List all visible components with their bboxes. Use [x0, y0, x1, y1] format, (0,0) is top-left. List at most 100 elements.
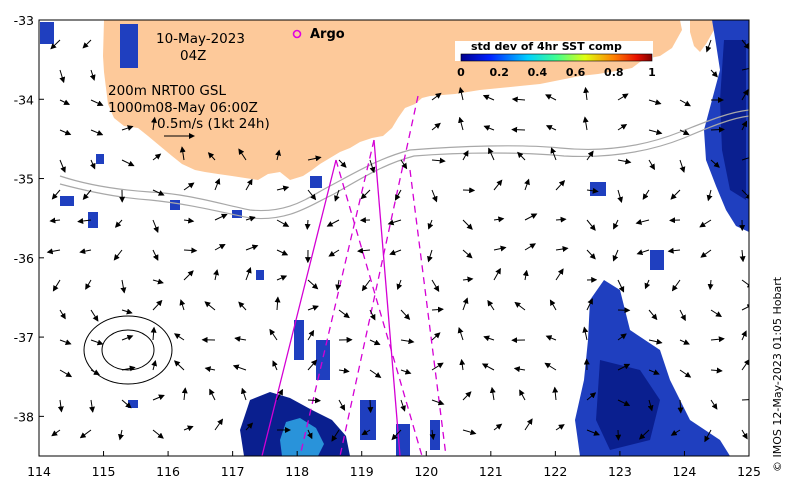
current-vector	[710, 367, 723, 374]
current-vector	[361, 429, 371, 436]
current-vector	[462, 429, 477, 436]
y-axis: -33 -34 -35 -36 -37 -38	[14, 13, 44, 424]
current-vector	[121, 308, 133, 315]
current-vector	[679, 339, 690, 345]
current-vector	[307, 329, 315, 341]
current-vector	[741, 330, 747, 341]
current-vector	[335, 279, 342, 291]
current-vector	[245, 422, 254, 431]
current-vector	[710, 399, 718, 410]
current-vector	[679, 309, 686, 322]
current-vector	[59, 369, 73, 378]
current-vector	[635, 219, 650, 225]
current-vector	[59, 69, 66, 84]
current-vector	[152, 153, 162, 161]
current-vector	[214, 178, 221, 191]
current-vector	[152, 299, 163, 311]
current-vector	[357, 247, 371, 254]
current-vector	[304, 219, 311, 231]
y-tick-label: -33	[14, 13, 34, 28]
current-vector	[586, 392, 597, 401]
current-vector	[272, 360, 278, 371]
current-vector	[307, 305, 319, 311]
current-vector	[667, 247, 681, 254]
current-vector	[710, 159, 720, 168]
current-vector	[741, 189, 749, 200]
current-vector	[245, 215, 256, 222]
current-vector	[77, 218, 92, 224]
depth-label-1000: 1000m08-May 06:00Z	[108, 100, 258, 116]
current-vector	[586, 249, 596, 260]
current-vector	[431, 279, 440, 292]
x-tick-label: 120	[414, 464, 438, 479]
current-vector	[113, 249, 123, 261]
current-vector	[617, 158, 632, 165]
argo-marker-icon	[292, 29, 302, 39]
current-vector	[459, 358, 466, 371]
current-vector	[545, 125, 557, 131]
current-vector	[677, 399, 684, 414]
time-text: 04Z	[180, 48, 206, 64]
current-vector	[524, 418, 533, 431]
current-vector	[524, 178, 530, 191]
date-text: 10-May-2023	[156, 31, 245, 47]
current-vector	[462, 249, 473, 259]
current-vector	[741, 358, 749, 371]
current-vector	[431, 399, 445, 406]
current-vector	[52, 279, 61, 292]
current-vector	[613, 219, 619, 230]
current-vector	[396, 279, 403, 291]
current-vector	[555, 424, 565, 431]
current-vector	[544, 362, 557, 371]
current-vector	[648, 309, 658, 321]
current-vector	[741, 120, 748, 131]
current-vector	[50, 39, 61, 50]
plot-frame	[38, 19, 750, 457]
current-vector	[214, 213, 228, 221]
current-vector	[207, 152, 216, 161]
current-vector	[49, 217, 61, 224]
current-vector	[586, 150, 594, 161]
current-vector	[338, 159, 347, 168]
current-vector	[274, 296, 281, 311]
x-tick-label: 118	[285, 464, 309, 479]
current-vector	[648, 129, 663, 135]
current-vector	[555, 268, 564, 281]
colorbar-legend: std dev of 4hr SST comp 0 0.2 0.4 0.6 0.8 1	[455, 40, 656, 79]
current-vector	[555, 216, 567, 223]
current-vector	[488, 147, 495, 161]
current-vector	[583, 86, 590, 101]
argo-tracks	[261, 95, 447, 456]
current-vector	[183, 217, 195, 224]
current-vector	[519, 389, 526, 401]
current-vector	[648, 159, 655, 171]
current-vector	[582, 116, 589, 131]
current-vector	[181, 387, 188, 401]
current-vector	[214, 243, 226, 251]
current-vector	[51, 429, 61, 437]
current-vector	[741, 39, 749, 50]
current-vector	[90, 99, 104, 106]
current-vector	[275, 149, 281, 161]
current-vector	[59, 129, 72, 136]
current-vector	[555, 246, 569, 252]
current-vector	[59, 339, 72, 346]
current-vector	[85, 279, 92, 290]
current-vector	[524, 243, 536, 251]
colorbar-tick-label: 0.6	[566, 66, 586, 79]
current-vector	[209, 388, 216, 401]
y-tick-label: -38	[14, 409, 34, 424]
x-tick-label: 122	[543, 464, 567, 479]
current-vector	[617, 123, 628, 131]
current-vector	[487, 299, 495, 311]
current-vector	[79, 248, 92, 255]
current-vector	[642, 189, 650, 200]
current-vector	[671, 279, 681, 292]
current-vector	[51, 189, 61, 200]
current-vector	[183, 270, 194, 281]
current-vector	[617, 189, 623, 204]
current-vector	[427, 249, 433, 263]
depth-label-200: 200m NRT00 GSL	[108, 83, 226, 99]
sst-patch-east	[704, 20, 749, 232]
current-vector	[307, 359, 318, 371]
